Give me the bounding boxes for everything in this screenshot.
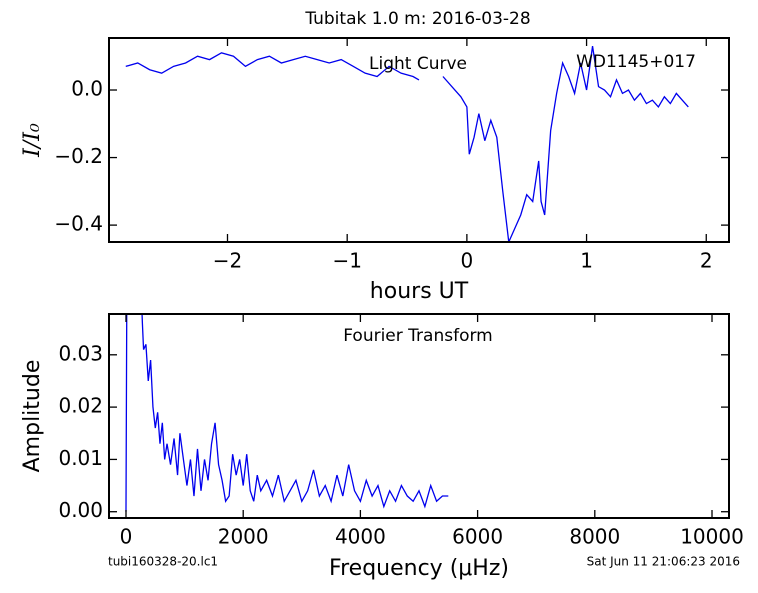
x-tick-label: 0 — [120, 525, 133, 549]
data-line — [125, 314, 449, 512]
x-tick-label: 10000 — [680, 525, 744, 549]
y-tick-label: 0.0 — [71, 77, 103, 101]
x-tick-label: 8000 — [569, 525, 620, 549]
annotation: Fourier Transform — [343, 326, 492, 346]
y-axis-label: I/I₀ — [20, 123, 45, 158]
axes-frame — [108, 37, 730, 243]
x-tick-label: 4000 — [335, 525, 386, 549]
plot-area — [125, 46, 689, 242]
annotation: Light Curve — [369, 54, 467, 74]
x-axis-label: Frequency (μHz) — [329, 556, 509, 581]
footer-right: Sat Jun 11 21:06:23 2016 — [587, 555, 740, 569]
x-tick-label: 2000 — [218, 525, 269, 549]
chart-title: Tubitak 1.0 m: 2016-03-28 — [304, 9, 530, 29]
x-tick-label: −2 — [213, 249, 242, 273]
data-line — [125, 46, 689, 242]
x-axis-label: hours UT — [370, 279, 469, 304]
y-tick-label: 0.02 — [58, 394, 103, 418]
x-tick-label: 6000 — [452, 525, 503, 549]
y-tick-label: 0.03 — [58, 341, 103, 365]
y-tick-label: −0.4 — [54, 212, 103, 236]
annotation: WD1145+017 — [576, 52, 696, 72]
x-tick-label: −1 — [332, 249, 361, 273]
x-tick-label: 1 — [580, 249, 593, 273]
footer-left: tubi160328-20.lc1 — [108, 555, 218, 569]
x-tick-label: 0 — [461, 249, 474, 273]
x-tick-label: 2 — [700, 249, 713, 273]
plot-area — [125, 314, 449, 512]
y-tick-label: 0.00 — [58, 498, 103, 522]
y-axis-label: Amplitude — [20, 360, 45, 473]
y-tick-label: 0.01 — [58, 446, 103, 470]
y-tick-label: −0.2 — [54, 144, 103, 168]
axes-frame — [108, 313, 730, 519]
